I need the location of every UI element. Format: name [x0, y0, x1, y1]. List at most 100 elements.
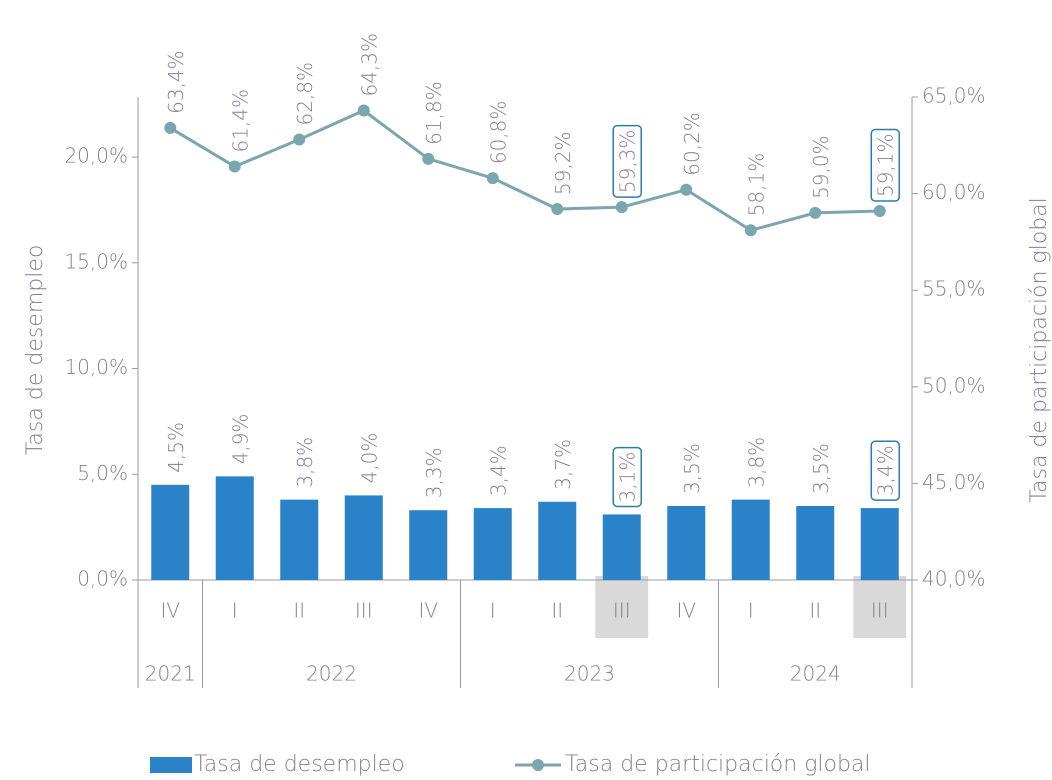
data-label-group: 3,4% [486, 445, 510, 496]
data-label: 59,3% [615, 130, 639, 194]
bar [538, 501, 577, 580]
x-tick-label: II [551, 599, 563, 623]
y2-tick-label: 45,0% [922, 470, 986, 494]
data-label: 60,2% [680, 112, 704, 176]
label-box [870, 440, 900, 501]
bar [215, 476, 254, 580]
data-label: 4,0% [357, 433, 381, 484]
label-box [612, 124, 642, 198]
line-marker [228, 160, 241, 173]
bar [667, 505, 706, 580]
bar [473, 508, 512, 580]
data-label-group: 3,4% [870, 440, 900, 501]
legend-label: Tasa de desempleo [194, 752, 405, 777]
line [169, 108, 880, 232]
data-label: 63,4% [164, 50, 188, 114]
label-box [870, 128, 900, 202]
data-label: 3,3% [422, 447, 446, 498]
bar [151, 484, 190, 580]
legend-label: Tasa de participación global [565, 752, 871, 777]
line-marker [551, 203, 564, 216]
bar [602, 514, 641, 580]
y-tick-label: 10,0% [64, 355, 128, 379]
line-marker [809, 206, 822, 219]
label-box [612, 446, 642, 508]
data-label-group: 63,4% [164, 50, 188, 114]
y2-tick-label: 60,0% [922, 180, 986, 204]
bar [731, 499, 770, 580]
line-marker [615, 201, 628, 214]
y2-tick-label: 55,0% [922, 277, 986, 301]
x-tick-label: I [748, 599, 754, 623]
data-label: 60,8% [486, 101, 510, 165]
data-label-group: 58,1% [744, 153, 768, 217]
data-label: 3,5% [680, 443, 704, 494]
data-label-group: 62,8% [293, 62, 317, 126]
line-marker [744, 224, 757, 237]
data-label-group: 3,8% [293, 437, 317, 488]
data-label: 4,9% [228, 414, 252, 465]
data-label-group: 61,4% [228, 89, 252, 153]
data-label: 3,4% [873, 445, 897, 496]
data-label: 4,5% [164, 422, 188, 473]
x-tick-label: III [871, 599, 889, 623]
data-label: 3,1% [615, 452, 639, 503]
y2-tick-label: 50,0% [922, 373, 986, 397]
data-label-group: 3,1% [612, 446, 642, 508]
data-label-group: 4,9% [228, 414, 252, 465]
x-tick-label: I [232, 599, 238, 623]
data-label: 3,8% [293, 437, 317, 488]
data-label-group: 3,3% [422, 447, 446, 498]
bar [280, 499, 319, 580]
line-marker [486, 172, 499, 185]
data-label-group: 59,2% [551, 132, 575, 196]
legend-marker [532, 759, 544, 771]
group-label: 2024 [790, 662, 841, 686]
x-tick-label: I [490, 599, 496, 623]
data-label: 59,2% [551, 132, 575, 196]
y2-tick-label: 40,0% [922, 567, 986, 591]
line-marker [293, 133, 306, 146]
y-tick-label: 5,0% [77, 461, 128, 485]
category-highlight [595, 576, 649, 638]
x-tick-label: III [355, 599, 373, 623]
x-tick-label: IV [676, 599, 696, 623]
y-tick-label: 15,0% [64, 249, 128, 273]
bar [344, 495, 383, 580]
x-tick-label: II [809, 599, 821, 623]
data-label-group: 59,3% [612, 124, 642, 198]
category-highlight [853, 576, 907, 638]
data-label: 59,0% [809, 135, 833, 199]
data-label: 64,3% [357, 33, 381, 97]
data-label-group: 61,8% [422, 81, 446, 145]
data-label-group: 59,1% [870, 128, 900, 202]
bar [409, 510, 448, 580]
data-label-group: 3,5% [809, 443, 833, 494]
data-label: 61,8% [422, 81, 446, 145]
data-label: 3,8% [744, 437, 768, 488]
line-marker [873, 204, 886, 217]
data-label: 3,5% [809, 443, 833, 494]
line-marker [422, 152, 435, 165]
y2-tick-label: 65,0% [922, 84, 986, 108]
y-axis-title: Tasa de desempleo [23, 245, 48, 456]
line-marker [680, 183, 693, 196]
bar [796, 505, 835, 580]
data-label: 61,4% [228, 89, 252, 153]
data-label-group: 59,0% [809, 135, 833, 199]
x-tick-label: IV [418, 599, 438, 623]
group-label: 2022 [306, 662, 357, 686]
x-tick-label: IV [160, 599, 180, 623]
group-label: 2021 [145, 662, 196, 686]
y2-axis-title: Tasa de participación global [1027, 197, 1052, 503]
x-tick-label: II [293, 599, 305, 623]
data-label-group: 60,8% [486, 101, 510, 165]
bar [860, 508, 899, 580]
data-label: 3,7% [551, 439, 575, 490]
y-tick-label: 0,0% [77, 567, 128, 591]
data-label-group: 3,5% [680, 443, 704, 494]
data-label-group: 64,3% [357, 33, 381, 97]
data-label: 62,8% [293, 62, 317, 126]
data-label: 58,1% [744, 153, 768, 217]
